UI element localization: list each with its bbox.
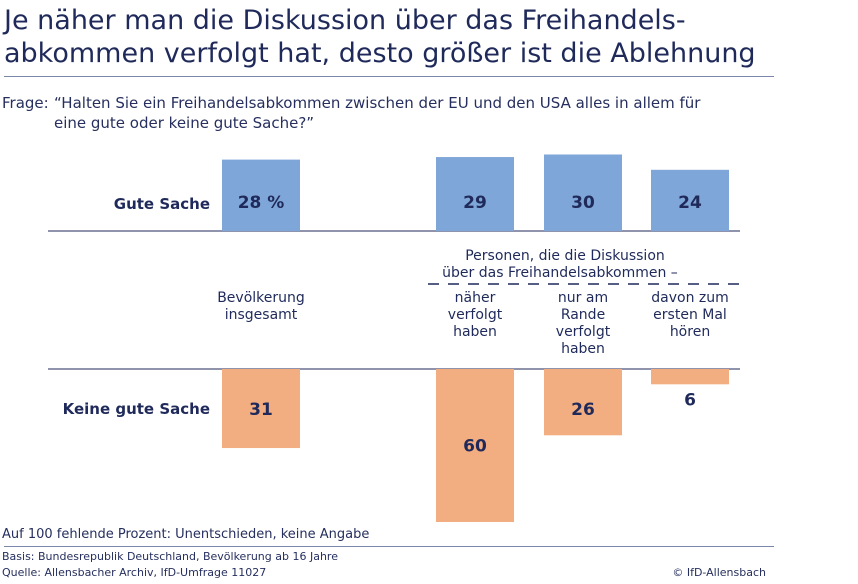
footnote: Auf 100 fehlende Prozent: Unentschieden,… [2,527,370,542]
data-label-negative: 31 [249,400,273,420]
data-label-negative: 60 [463,437,487,457]
bar-negative [436,369,514,522]
data-label-positive: 29 [463,193,487,213]
survey-question: Frage: “Halten Sie ein Freihandelsabkomm… [2,93,762,132]
category-label: hören [670,324,710,340]
group-header-line-1: Personen, die die Diskussion [465,248,665,264]
category-label: haben [561,341,605,357]
category-label: haben [453,324,497,340]
data-label-negative: 6 [684,390,696,410]
group-header-line-2: über das Freihandelsabkommen – [442,265,678,281]
data-label-positive: 28 % [238,193,285,213]
bar-negative [544,369,622,436]
question-label: Frage: [2,94,49,112]
question-line-1: “Halten Sie ein Freihandelsabkommen zwis… [54,94,701,112]
title-line-1: Je näher man die Diskussion über das Fre… [4,5,686,36]
data-label-positive: 24 [678,193,702,213]
bar-positive [651,169,729,231]
footer-divider [4,546,774,547]
bar-negative [651,369,729,385]
category-label: nur am [558,290,608,306]
question-line-2: eine gute oder keine gute Sache?” [54,114,315,132]
chart-title: Je näher man die Diskussion über das Fre… [4,4,784,70]
bar-positive [436,157,514,231]
data-label-negative: 26 [571,400,595,420]
series-label-positive: Gute Sache [114,195,210,213]
bar-positive [222,159,300,231]
question-text: “Halten Sie ein Freihandelsabkommen zwis… [54,93,754,133]
series-label-negative: Keine gute Sache [63,400,210,418]
basis-note: Basis: Bundesrepublik Deutschland, Bevöl… [2,550,338,563]
title-line-2: abkommen verfolgt hat, desto größer ist … [4,38,756,69]
category-label: davon zum [651,290,729,306]
category-label: ersten Mal [653,307,727,323]
copyright: © IfD-Allensbach [672,566,766,579]
source-note: Quelle: Allensbacher Archiv, IfD-Umfrage… [2,566,267,579]
category-label: näher [455,290,496,306]
bar-positive [544,154,622,231]
data-label-positive: 30 [571,193,595,213]
category-label: Rande [561,307,605,323]
bar-negative [222,369,300,449]
category-label: Bevölkerung [217,290,305,306]
category-label: verfolgt [448,307,503,323]
category-label: insgesamt [225,307,298,323]
category-label: verfolgt [556,324,611,340]
title-divider [4,76,774,77]
